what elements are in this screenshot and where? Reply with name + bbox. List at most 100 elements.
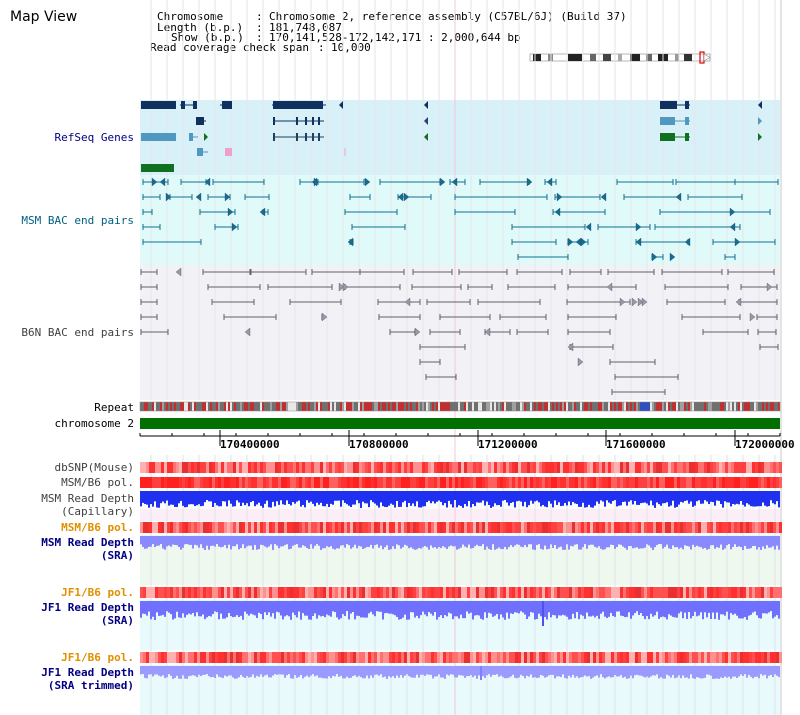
depth-bar: [560, 491, 562, 507]
depth-bar: [672, 601, 674, 617]
depth-bar: [320, 601, 322, 617]
repeat-cell: [356, 402, 358, 411]
depth-bar: [456, 601, 458, 617]
heat-cell: [635, 522, 638, 533]
depth-bar: [282, 536, 284, 547]
heat-cell: [680, 587, 683, 598]
depth-bar: [720, 601, 722, 615]
depth-bar: [144, 536, 146, 549]
depth-bar: [600, 601, 602, 614]
heat-cell: [518, 477, 521, 488]
depth-bar: [370, 666, 372, 676]
b6n-bac-label[interactable]: B6N BAC end pairs: [21, 326, 134, 339]
heat-cell: [200, 462, 203, 473]
depth-bar: [404, 666, 406, 676]
depth-bar: [736, 491, 738, 504]
heat-cell: [518, 652, 521, 663]
depth-bar: [394, 601, 396, 616]
heat-cell: [206, 587, 209, 598]
heat-cell: [557, 462, 560, 473]
depth-bar: [678, 491, 680, 505]
depth-bar: [682, 536, 684, 550]
heat-cell: [212, 652, 215, 663]
repeat-cell: [714, 402, 716, 411]
heat-cell: [320, 587, 323, 598]
heat-cell: [620, 522, 623, 533]
depth-bar: [186, 666, 188, 679]
depth-bar: [622, 601, 624, 617]
heat-cell: [221, 462, 224, 473]
depth-bar: [472, 601, 474, 620]
heat-cell: [341, 522, 344, 533]
depth-bar: [558, 601, 560, 616]
heat-cell: [248, 477, 251, 488]
heat-cell: [431, 587, 434, 598]
heat-cell: [224, 477, 227, 488]
depth-bar: [242, 536, 244, 545]
depth-bar: [668, 666, 670, 676]
depth-bar: [736, 666, 738, 678]
repeat-cell: [434, 402, 436, 411]
depth-bar: [726, 536, 728, 546]
depth-bar: [162, 601, 164, 615]
heat-cell: [743, 477, 746, 488]
repeat-cell: [228, 402, 230, 411]
refseq-genes-label[interactable]: RefSeq Genes: [54, 131, 134, 144]
msm-bac-label[interactable]: MSM BAC end pairs: [21, 214, 134, 227]
heat-cell: [353, 587, 356, 598]
depth-bar: [426, 536, 428, 548]
heat-cell: [671, 652, 674, 663]
repeat-cell: [584, 402, 586, 411]
depth-bar: [410, 536, 412, 548]
depth-bar: [196, 536, 198, 546]
depth-bar: [556, 536, 558, 549]
heat-cell: [395, 652, 398, 663]
depth-bar: [420, 666, 422, 675]
repeat-cell: [400, 402, 402, 411]
depth-bar: [226, 491, 228, 507]
depth-bar: [592, 666, 594, 678]
depth-bar: [430, 666, 432, 675]
heat-cell: [563, 462, 566, 473]
heat-cell: [344, 652, 347, 663]
heat-cell: [587, 652, 590, 663]
depth-bar: [404, 536, 406, 545]
depth-bar: [202, 491, 204, 506]
heat-cell: [539, 522, 542, 533]
depth-bar: [380, 536, 382, 546]
repeat-cell: [192, 402, 194, 411]
depth-bar: [628, 601, 630, 613]
depth-bar: [460, 491, 462, 507]
heat-cell: [632, 587, 635, 598]
depth-bar: [300, 601, 302, 620]
depth-bar: [274, 536, 276, 545]
heat-cell: [695, 587, 698, 598]
heat-cell: [710, 587, 713, 598]
depth-bar: [240, 601, 242, 616]
depth-bar: [648, 666, 650, 678]
heat-cell: [401, 587, 404, 598]
depth-bar: [702, 666, 704, 679]
heat-cell: [317, 477, 320, 488]
heat-cell: [563, 587, 566, 598]
heat-cell: [245, 652, 248, 663]
depth-bar: [674, 536, 676, 548]
heat-cell: [413, 652, 416, 663]
heat-cell: [335, 652, 338, 663]
heat-cell: [362, 462, 365, 473]
depth-bar: [242, 601, 244, 620]
depth-bar: [634, 666, 636, 676]
repeat-cell: [372, 402, 374, 411]
heat-cell: [608, 587, 611, 598]
heat-cell: [641, 477, 644, 488]
depth-bar: [210, 666, 212, 678]
chromosome-bar: [140, 418, 780, 429]
depth-bar: [574, 601, 576, 619]
heat-cell: [548, 462, 551, 473]
heat-cell: [323, 477, 326, 488]
depth-bar: [684, 601, 686, 613]
depth-bar: [688, 491, 690, 504]
heat-cell: [380, 587, 383, 598]
heat-cell: [365, 652, 368, 663]
